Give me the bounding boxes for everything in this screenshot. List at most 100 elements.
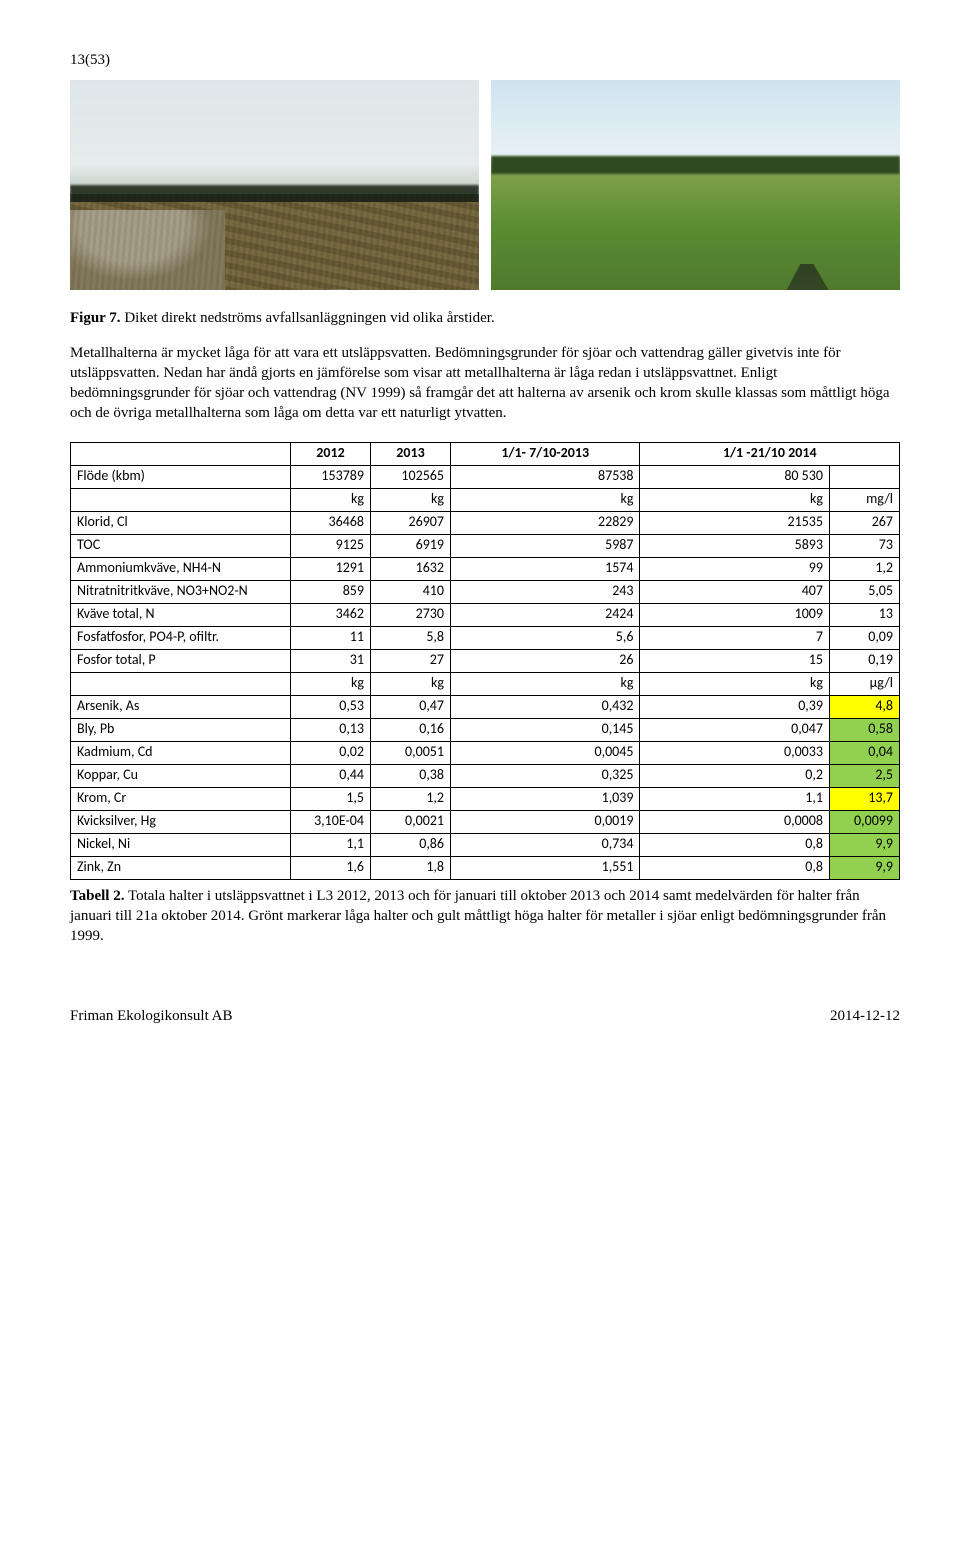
table-cell: 0,432	[451, 695, 640, 718]
table-cell: 0,2	[640, 764, 830, 787]
table-cell: kg	[371, 488, 451, 511]
table-cell: kg	[291, 672, 371, 695]
table-header-cell: 2013	[371, 442, 451, 465]
table-cell: 0,0008	[640, 810, 830, 833]
table-cell: 0,39	[640, 695, 830, 718]
table-cell-label: Bly, Pb	[71, 718, 291, 741]
table-cell: 0,0033	[640, 741, 830, 764]
table-cell: 0,53	[291, 695, 371, 718]
table-cell: 1,6	[291, 856, 371, 879]
table-cell: 0,38	[371, 764, 451, 787]
page-number: 13(53)	[70, 50, 900, 70]
table-cell-label: Kväve total, N	[71, 603, 291, 626]
table-cell: 0,47	[371, 695, 451, 718]
table-cell: 21535	[640, 511, 830, 534]
table-cell: 0,0019	[451, 810, 640, 833]
table-cell: 80 530	[640, 465, 830, 488]
table-cell: 3462	[291, 603, 371, 626]
table-cell: 153789	[291, 465, 371, 488]
table-cell: 410	[371, 580, 451, 603]
table-cell: 0,8	[640, 833, 830, 856]
table-header-cell: 1/1- 7/10-2013	[451, 442, 640, 465]
table-cell: 27	[371, 649, 451, 672]
table-cell: 36468	[291, 511, 371, 534]
footer-left: Friman Ekologikonsult AB	[70, 1006, 233, 1026]
table-header-cell: 1/1 -21/10 2014	[640, 442, 900, 465]
table-cell-label: Kadmium, Cd	[71, 741, 291, 764]
table-cell: 1632	[371, 557, 451, 580]
table-cell-label: Ammoniumkväve, NH4-N	[71, 557, 291, 580]
table-cell: 5,8	[371, 626, 451, 649]
footer-right: 2014-12-12	[830, 1006, 900, 1026]
table-cell: 1,1	[291, 833, 371, 856]
table-cell: 1009	[640, 603, 830, 626]
table-cell-label: Kvicksilver, Hg	[71, 810, 291, 833]
table-cell-label: Zink, Zn	[71, 856, 291, 879]
table-cell-label: Klorid, Cl	[71, 511, 291, 534]
table-row: Kväve total, N346227302424100913	[71, 603, 900, 626]
table-cell-label: Arsenik, As	[71, 695, 291, 718]
table-cell: 2424	[451, 603, 640, 626]
figure-caption-text: Diket direkt nedströms avfallsanläggning…	[124, 310, 494, 326]
table-cell: 0,86	[371, 833, 451, 856]
table-cell: 0,0099	[829, 810, 899, 833]
table-row: Ammoniumkväve, NH4-N129116321574991,2	[71, 557, 900, 580]
figure-caption: Figur 7. Diket direkt nedströms avfallsa…	[70, 308, 900, 328]
page-footer: Friman Ekologikonsult AB 2014-12-12	[70, 1006, 900, 1026]
table-cell: 3,10E-04	[291, 810, 371, 833]
table-cell: 1,1	[640, 787, 830, 810]
table-cell: 1,5	[291, 787, 371, 810]
table-cell: 5,6	[451, 626, 640, 649]
table-cell: 0,44	[291, 764, 371, 787]
table-cell: 102565	[371, 465, 451, 488]
table-cell: 26	[451, 649, 640, 672]
table-cell: 9,9	[829, 833, 899, 856]
table-row: Fosfor total, P312726150,19	[71, 649, 900, 672]
table-row: Klorid, Cl36468269072282921535267	[71, 511, 900, 534]
table-cell: 1574	[451, 557, 640, 580]
table-cell: 0,0051	[371, 741, 451, 764]
table-cell: kg	[371, 672, 451, 695]
table-cell: 99	[640, 557, 830, 580]
table-cell-label: Fosfatfosfor, PO4-P, ofiltr.	[71, 626, 291, 649]
table-header-row: 2012 2013 1/1- 7/10-2013 1/1 -21/10 2014	[71, 442, 900, 465]
table-cell: 87538	[451, 465, 640, 488]
table-cell-label: TOC	[71, 534, 291, 557]
table-cell: 2,5	[829, 764, 899, 787]
table-cell: 1,039	[451, 787, 640, 810]
table-row: Koppar, Cu0,440,380,3250,22,5	[71, 764, 900, 787]
table-cell: 0,325	[451, 764, 640, 787]
table-cell: kg	[640, 488, 830, 511]
table-cell: 1291	[291, 557, 371, 580]
table-row: Krom, Cr1,51,21,0391,113,7	[71, 787, 900, 810]
figure-label: Figur 7.	[70, 310, 121, 326]
table-cell: 15	[640, 649, 830, 672]
table-cell: 5,05	[829, 580, 899, 603]
table-cell: 0,04	[829, 741, 899, 764]
table-caption-text: Totala halter i utsläppsvattnet i L3 201…	[70, 888, 886, 945]
table-caption-label: Tabell 2.	[70, 888, 124, 904]
table-header-cell: 2012	[291, 442, 371, 465]
table-caption: Tabell 2. Totala halter i utsläppsvattne…	[70, 886, 900, 947]
table-cell: 0,8	[640, 856, 830, 879]
table-cell: 0,13	[291, 718, 371, 741]
table-cell: 1,2	[371, 787, 451, 810]
table-cell-label: Nickel, Ni	[71, 833, 291, 856]
table-cell: 5893	[640, 534, 830, 557]
table-cell: 6919	[371, 534, 451, 557]
table-cell: 0,02	[291, 741, 371, 764]
table-cell: kg	[451, 672, 640, 695]
table-header-cell	[71, 442, 291, 465]
table-cell: 0,58	[829, 718, 899, 741]
table-row: Kvicksilver, Hg3,10E-040,00210,00190,000…	[71, 810, 900, 833]
table-cell: 1,2	[829, 557, 899, 580]
table-cell: kg	[291, 488, 371, 511]
table-cell: 73	[829, 534, 899, 557]
table-cell: 407	[640, 580, 830, 603]
table-cell-label: Fosfor total, P	[71, 649, 291, 672]
table-cell: 2730	[371, 603, 451, 626]
table-cell: 7	[640, 626, 830, 649]
body-paragraph: Metallhalterna är mycket låga för att va…	[70, 343, 900, 424]
table-cell: 1,551	[451, 856, 640, 879]
table-row: Fosfatfosfor, PO4-P, ofiltr.115,85,670,0…	[71, 626, 900, 649]
